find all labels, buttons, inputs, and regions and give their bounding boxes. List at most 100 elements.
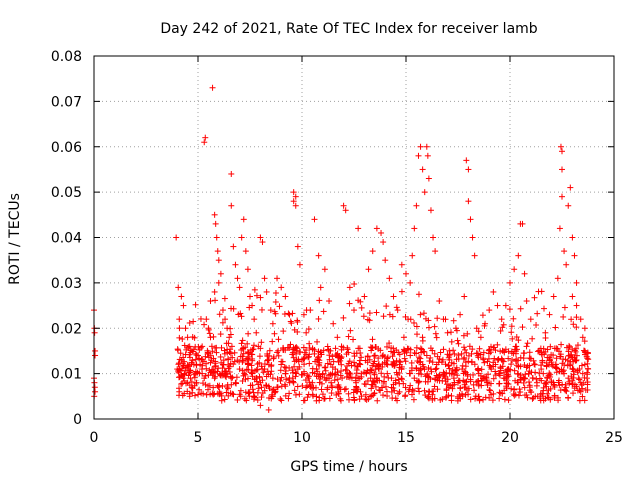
scatter-point [454,372,461,379]
scatter-point [373,309,380,316]
scatter-point [320,347,327,354]
scatter-point [494,357,501,364]
scatter-point [196,346,203,353]
scatter-point [174,346,181,353]
scatter-point [294,243,301,250]
scatter-point [467,396,474,403]
scatter-point [393,304,400,311]
scatter-point [345,333,352,340]
scatter-point [335,358,342,365]
scatter-point [371,353,378,360]
scatter-point [561,248,568,255]
scatter-point [347,371,354,378]
scatter-point [579,334,586,341]
scatter-point [346,369,353,376]
scatter-point [326,298,333,305]
scatter-point [386,340,393,347]
scatter-point [226,349,233,356]
scatter-point [282,347,289,354]
scatter-point [251,286,258,293]
scatter-point [263,288,270,295]
scatter-point [560,313,567,320]
scatter-point [546,311,553,318]
scatter-point [384,370,391,377]
scatter-point [419,166,426,173]
scatter-point [495,356,502,363]
scatter-point [374,397,381,404]
scatter-point [557,353,564,360]
scatter-point [554,275,561,282]
scatter-point [418,349,425,356]
scatter-point [332,345,339,352]
scatter-point [352,377,359,384]
scatter-point [305,354,312,361]
scatter-point [509,335,516,342]
scatter-point [486,394,493,401]
scatter-point [219,307,226,314]
scatter-point [306,340,313,347]
scatter-point [186,319,193,326]
scatter-point [536,370,543,377]
scatter-point [369,336,376,343]
scatter-point [584,350,591,357]
scatter-point [485,355,492,362]
scatter-point [526,349,533,356]
scatter-point [367,344,374,351]
scatter-point [579,393,586,400]
scatter-point [563,261,570,268]
scatter-point [424,370,431,377]
scatter-point [475,365,482,372]
scatter-point [511,392,518,399]
scatter-point [302,384,309,391]
scatter-point [466,343,473,350]
scatter-point [436,355,443,362]
scatter-point [234,357,241,364]
scatter-point [496,389,503,396]
scatter-point [457,385,464,392]
scatter-point [178,381,185,388]
scatter-point [491,355,498,362]
scatter-point [243,366,250,373]
scatter-point [307,383,314,390]
scatter-point [258,394,265,401]
scatter-point [309,346,316,353]
scatter-point [379,353,386,360]
scatter-point [392,377,399,384]
scatter-point [238,340,245,347]
scatter-point [578,381,585,388]
scatter-point [280,328,287,335]
scatter-point [249,382,256,389]
scatter-point [269,387,276,394]
scatter-point [275,347,282,354]
scatter-point [215,384,222,391]
scatter-point [232,261,239,268]
scatter-point [572,348,579,355]
scatter-point [394,307,401,314]
scatter-point [497,390,504,397]
scatter-point [286,311,293,318]
scatter-point [565,395,572,402]
scatter-point [584,371,591,378]
scatter-point [561,386,568,393]
scatter-point [577,316,584,323]
scatter-point [226,368,233,375]
scatter-point [218,359,225,366]
scatter-point [285,395,292,402]
scatter-point [285,377,292,384]
scatter-point [448,338,455,345]
scatter-point [247,293,253,300]
scatter-point [253,378,260,385]
scatter-point [532,369,539,376]
scatter-point [384,392,391,399]
scatter-point [523,392,530,399]
scatter-point [234,275,241,282]
scatter-point [313,397,320,404]
scatter-point [543,379,550,386]
scatter-point [444,329,451,336]
scatter-point [176,360,183,367]
scatter-point [566,352,573,359]
scatter-point [191,374,198,381]
scatter-point [484,382,491,389]
scatter-point [355,297,362,304]
scatter-point [195,343,202,350]
